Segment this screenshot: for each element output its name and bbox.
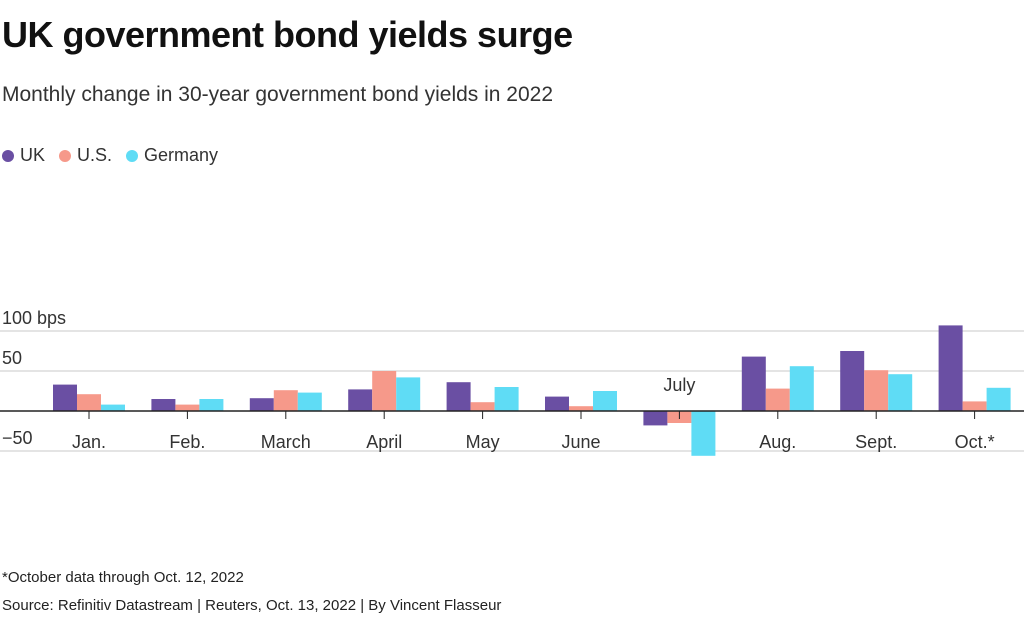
bar-uk	[840, 351, 865, 411]
legend-swatch-uk	[2, 149, 14, 162]
x-tick-label: March	[261, 432, 311, 452]
x-tick-label: Oct.*	[955, 432, 995, 452]
x-tick-label: Aug.	[759, 432, 796, 452]
bar-uk	[53, 384, 77, 411]
y-tick-label: 50	[2, 348, 22, 368]
bar-us	[864, 370, 889, 411]
bar-us	[962, 401, 987, 411]
bar-us	[372, 371, 397, 411]
legend: UK U.S. Germany	[2, 145, 218, 166]
bar-uk	[643, 411, 668, 426]
bar-germany	[691, 411, 716, 456]
x-tick-label: Feb.	[169, 432, 205, 452]
footnote: *October data through Oct. 12, 2022	[2, 569, 244, 586]
bar-germany	[494, 387, 519, 411]
bar-us	[569, 406, 593, 411]
x-tick-label: July	[663, 375, 695, 395]
bar-us	[273, 390, 298, 411]
bar-uk	[151, 399, 176, 411]
legend-swatch-germany	[126, 149, 139, 162]
bar-germany	[396, 377, 421, 411]
x-tick-label: April	[366, 432, 402, 452]
legend-label-us: U.S.	[77, 145, 113, 165]
legend-item-germany: Germany	[126, 145, 218, 166]
legend-item-uk: UK	[2, 145, 45, 166]
bar-us	[765, 388, 790, 411]
legend-swatch-us	[59, 149, 72, 162]
bar-germany	[789, 366, 814, 411]
bar-uk	[741, 356, 766, 411]
x-tick-label: June	[561, 432, 600, 452]
bar-germany	[101, 404, 125, 411]
legend-label-uk: UK	[20, 145, 46, 165]
source-credit: Source: Refinitiv Datastream | Reuters, …	[2, 597, 502, 614]
x-tick-label: Sept.	[855, 432, 897, 452]
x-tick-label: May	[466, 432, 500, 452]
legend-item-us: U.S.	[59, 145, 112, 166]
bar-germany	[199, 399, 224, 411]
bar-germany	[297, 392, 322, 411]
x-tick-label: Jan.	[72, 432, 106, 452]
bar-uk	[348, 389, 373, 411]
y-tick-label: −50	[2, 428, 33, 448]
y-tick-label: 100 bps	[2, 308, 66, 328]
chart-title: UK government bond yields surge	[2, 14, 573, 55]
bar-germany	[593, 391, 617, 411]
bar-uk	[446, 382, 471, 411]
bar-us	[77, 394, 101, 411]
bar-uk	[938, 325, 963, 411]
bar-us	[175, 404, 200, 411]
chart-subtitle: Monthly change in 30-year government bon…	[2, 83, 554, 106]
bar-germany	[888, 374, 913, 411]
bar-uk	[545, 396, 569, 411]
bar-uk	[249, 398, 274, 411]
bar-us	[470, 402, 495, 411]
legend-label-germany: Germany	[144, 145, 219, 165]
bar-germany	[986, 387, 1011, 411]
